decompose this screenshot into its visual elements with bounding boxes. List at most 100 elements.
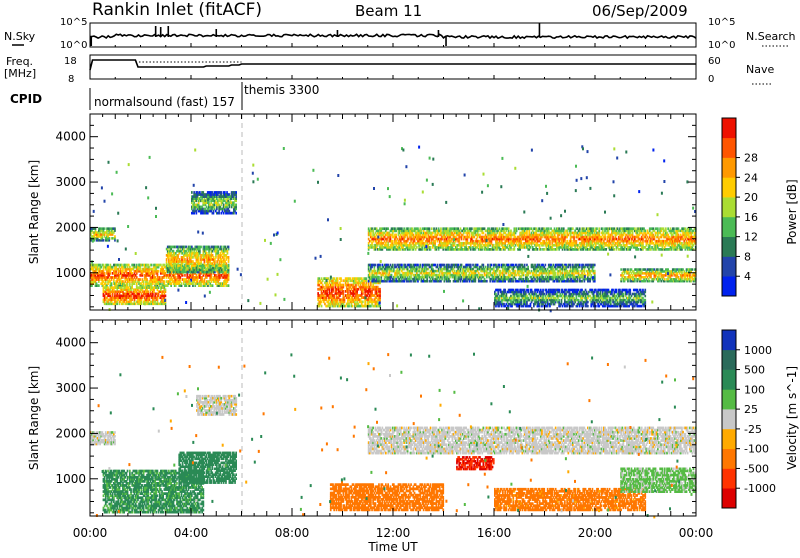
noise-sky-line [90,34,696,38]
power-cell [596,227,598,230]
power-cell [164,280,166,283]
date-title: 06/Sep/2009 [592,2,688,20]
power-cell [576,240,578,243]
power-cell [362,301,364,304]
power-cell [548,227,550,230]
power-cell [379,305,381,308]
noise-left-top: 10^5 [60,17,87,28]
power-cell [537,248,539,251]
power-cell [343,284,345,287]
power-cell [221,246,223,249]
power-cell [228,256,230,259]
power-cell [366,277,368,280]
power-region-3 [90,227,116,241]
power-cell [235,212,237,215]
power-cell [158,286,160,289]
station-title: Rankin Inlet (fitACF) [92,0,262,20]
power-cell [644,230,646,233]
power-cell [440,227,442,230]
power-cell [638,248,640,251]
power-cell [235,191,237,194]
power-cell [483,232,485,235]
power-cell [321,305,323,308]
power-cell [657,227,659,230]
power-cell [103,239,105,242]
power-cell [431,227,433,230]
power-region-1 [103,286,167,305]
power-cell [579,227,581,230]
power-cell [181,282,183,285]
freq-left-bottom: 8 [68,74,74,85]
power-cell [111,282,113,285]
power-cell [665,227,667,230]
power-cell [540,248,542,251]
nave-right-bottom: 0 [708,74,714,85]
power-cell [228,284,230,287]
frequency-line [90,60,696,70]
power-cell [147,290,149,293]
power-cell [228,246,230,249]
power-cell [416,246,418,249]
power-cell [98,284,100,287]
power-cell [508,227,510,230]
power-cell [158,270,160,273]
power-cell [114,227,116,230]
power-cell [104,227,106,230]
power-cell [146,278,148,281]
power-cell [165,295,167,298]
nave-right-top: 60 [708,56,721,67]
power-region-4 [191,191,237,214]
power-cell [114,235,116,238]
power-cell [598,227,600,230]
power-cell [212,284,214,287]
nave-label: Nave [746,63,774,76]
power-cell [104,272,106,275]
power-cell [191,191,193,194]
power-cell [139,278,141,281]
power-cell [379,288,381,291]
power-cell [228,264,230,267]
frequency-strip: Freq. [MHz] 18 8 60 0 Nave [4,55,774,85]
power-cell [221,191,223,194]
power-cell [340,277,342,280]
power-cell [108,237,110,240]
power-cell [151,264,153,267]
power-cell [549,240,551,243]
beam-title: Beam 11 [355,2,422,20]
power-cell [613,248,615,251]
freq-left-top: 18 [64,56,77,67]
cpid-row: CPID normalsound (fast) 157 themis 3300 [10,82,319,110]
cpid-segment-2: themis 3300 [244,83,319,97]
power-cell [510,230,512,233]
power-cell [343,290,345,293]
power-cell [429,227,431,230]
power-cell [471,227,473,230]
power-cell [184,274,186,277]
power-cell [205,264,207,267]
power-cell [572,227,574,230]
power-cell [387,227,389,230]
noise-strip: N.Sky 10^5 10^0 10^5 10^0 N.Search [4,17,796,51]
power-cell [563,227,565,230]
power-cell [430,246,432,249]
power-cell [200,246,202,249]
power-cell [516,227,518,230]
power-cell [392,240,394,243]
noise-right-top: 10^5 [708,17,735,28]
power-cell [395,234,397,237]
power-cell [165,288,167,291]
power-cell [352,305,354,308]
power-cell [602,227,604,230]
power-cell [605,248,607,251]
freq-label-2: [MHz] [4,67,36,80]
cpid-segment-1: normalsound (fast) 157 [94,95,235,109]
noise-right-bottom: 10^0 [708,40,735,51]
power-cell [673,227,675,230]
power-cell [235,204,237,207]
cpid-label: CPID [10,92,42,106]
power-cell [543,248,545,251]
nsky-label: N.Sky [4,30,36,43]
